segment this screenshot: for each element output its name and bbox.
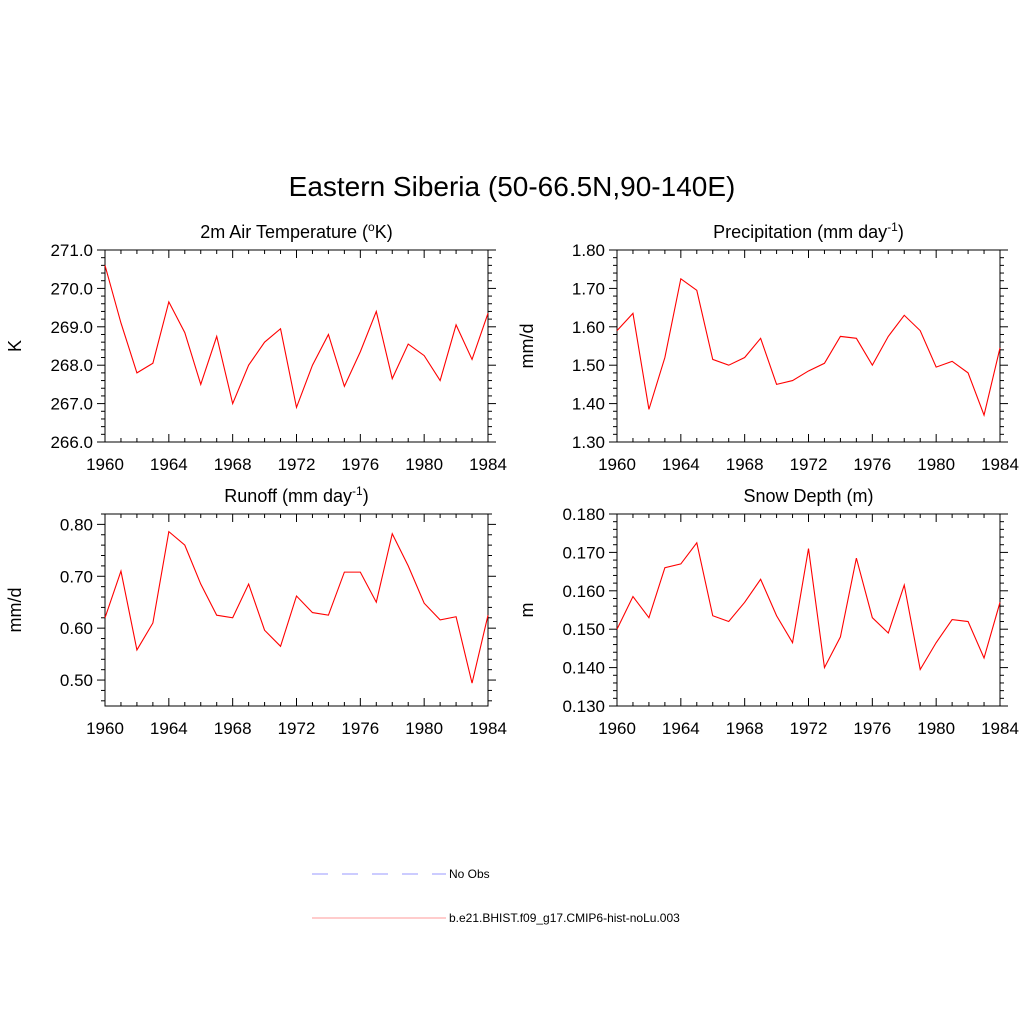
panel-temp: 2m Air Temperature (oK) K 1960 1964 1968 1972… — [5, 220, 507, 474]
panel-title-end-temp: K) — [375, 222, 393, 242]
y-tick-label: 268.0 — [50, 356, 93, 375]
x-tick-label: 1968 — [726, 719, 764, 738]
panel-title-text-snow: Snow Depth (m) — [743, 486, 873, 506]
x-tick-label: 1972 — [790, 455, 828, 474]
panel-title-superscript-precip: -1 — [887, 220, 898, 234]
x-tick-label: 1964 — [150, 455, 188, 474]
series-line-precip — [616, 277, 1001, 417]
y-axis-label-precip: mm/d — [517, 324, 537, 369]
x-tick-label: 1972 — [278, 719, 316, 738]
y-tick-label: 0.60 — [60, 619, 93, 638]
y-tick-label: 269.0 — [50, 318, 93, 337]
x-tick-label: 1960 — [598, 719, 636, 738]
x-tick-label: 1980 — [917, 719, 955, 738]
y-tick-label: 267.0 — [50, 395, 93, 414]
x-tick-label: 1976 — [853, 719, 891, 738]
x-tick-label: 1960 — [86, 719, 124, 738]
y-axis-label-snow: m — [517, 603, 537, 618]
panel-title-end-precip: ) — [898, 222, 904, 242]
panels: 2m Air Temperature (oK) K 1960 1964 1968 1972… — [5, 220, 1019, 738]
x-tick-label: 1976 — [853, 455, 891, 474]
x-tick-label: 1968 — [214, 455, 252, 474]
panel-title-end-runoff: ) — [363, 486, 369, 506]
y-tick-label: 270.0 — [50, 279, 93, 298]
plot-frame-temp — [104, 249, 489, 443]
legend-label-no-obs: No Obs — [449, 867, 490, 881]
y-axis-label-temp: K — [5, 340, 25, 352]
x-tick-label: 1972 — [790, 719, 828, 738]
x-tick-label: 1968 — [726, 455, 764, 474]
y-tick-label: 0.80 — [60, 515, 93, 534]
panel-title-text-runoff: Runoff (mm day — [224, 486, 352, 506]
x-tick-label: 1984 — [981, 455, 1019, 474]
x-tick-label: 1964 — [662, 455, 700, 474]
y-tick-label: 0.180 — [562, 505, 605, 524]
panel-title-precip: Precipitation (mm day-1) — [713, 220, 904, 242]
panel-snow: Snow Depth (m) m 1960 1964 1968 1972 1976 1980 1… — [517, 486, 1019, 738]
y-tick-label: 1.50 — [572, 356, 605, 375]
panel-title-superscript-runoff: -1 — [352, 484, 363, 498]
x-tick-label: 1976 — [341, 455, 379, 474]
panel-title-text-precip: Precipitation (mm day — [713, 222, 887, 242]
x-tick-label: 1980 — [405, 455, 443, 474]
y-tick-label: 1.30 — [572, 433, 605, 452]
figure-title: Eastern Siberia (50-66.5N,90-140E) — [289, 171, 736, 202]
panel-title-runoff: Runoff (mm day-1) — [224, 484, 368, 506]
panel-title-temp: 2m Air Temperature (oK) — [200, 220, 392, 242]
y-tick-label: 0.140 — [562, 659, 605, 678]
panel-title-superscript-temp: o — [368, 220, 375, 234]
x-tick-label: 1984 — [469, 719, 507, 738]
x-tick-label: 1980 — [405, 719, 443, 738]
legend: No Obs b.e21.BHIST.f09_g17.CMIP6-hist-no… — [312, 867, 680, 925]
y-tick-label: 271.0 — [50, 241, 93, 260]
x-tick-label: 1960 — [598, 455, 636, 474]
legend-label-model: b.e21.BHIST.f09_g17.CMIP6-hist-noLu.003 — [449, 911, 680, 925]
x-tick-label: 1964 — [662, 719, 700, 738]
series-line-snow — [616, 541, 1001, 672]
panel-title-snow: Snow Depth (m) — [743, 486, 873, 506]
x-tick-label: 1984 — [469, 455, 507, 474]
x-tick-label: 1960 — [86, 455, 124, 474]
y-tick-label: 1.70 — [572, 279, 605, 298]
y-tick-label: 1.40 — [572, 395, 605, 414]
y-tick-label: 266.0 — [50, 433, 93, 452]
y-tick-label: 0.170 — [562, 543, 605, 562]
x-tick-label: 1984 — [981, 719, 1019, 738]
y-tick-label: 0.160 — [562, 582, 605, 601]
x-tick-label: 1980 — [917, 455, 955, 474]
panel-precip: Precipitation (mm day-1) mm/d 1960 1964 1968… — [517, 220, 1019, 474]
series-line-runoff — [104, 530, 489, 684]
x-tick-label: 1972 — [278, 455, 316, 474]
y-tick-label: 1.80 — [572, 241, 605, 260]
panel-runoff: Runoff (mm day-1) mm/d 1960 1964 1968 1972 197… — [5, 484, 507, 738]
y-axis-label-runoff: mm/d — [5, 588, 25, 633]
y-tick-label: 0.150 — [562, 620, 605, 639]
panel-title-text-temp: 2m Air Temperature ( — [200, 222, 368, 242]
y-tick-label: 0.50 — [60, 671, 93, 690]
x-tick-label: 1968 — [214, 719, 252, 738]
plot-frame-precip — [616, 249, 1001, 443]
series-line-temp — [104, 265, 489, 410]
y-tick-label: 0.70 — [60, 567, 93, 586]
plot-frame-snow — [616, 513, 1001, 707]
y-tick-label: 0.130 — [562, 697, 605, 716]
x-tick-label: 1976 — [341, 719, 379, 738]
x-tick-label: 1964 — [150, 719, 188, 738]
y-tick-label: 1.60 — [572, 318, 605, 337]
